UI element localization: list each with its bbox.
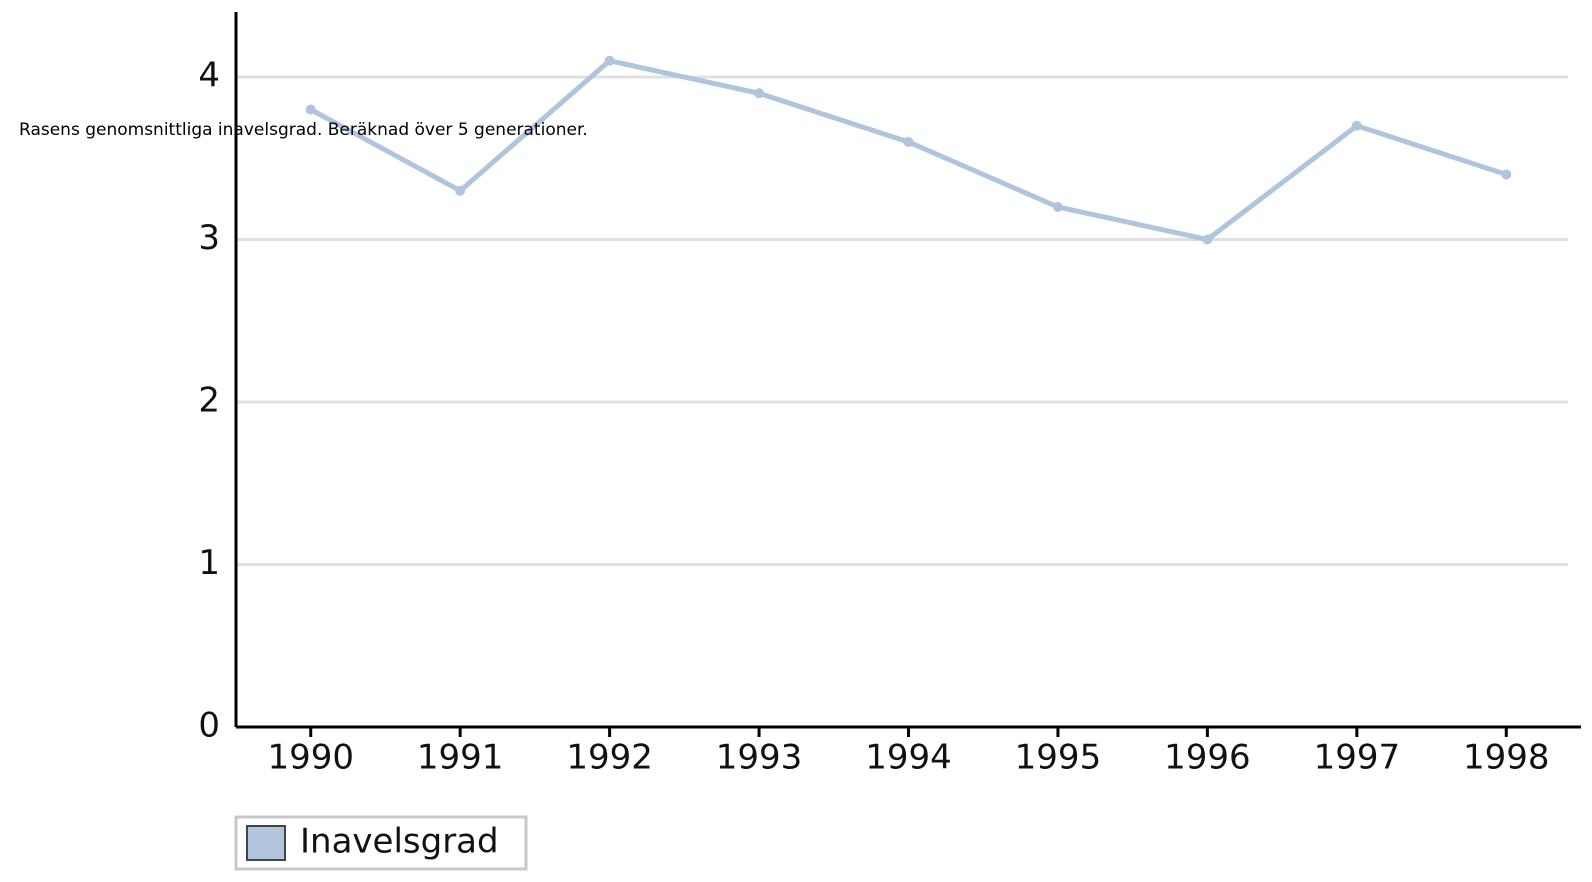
y-tick-label: 4: [198, 56, 220, 96]
point: [305, 104, 316, 115]
x-tick-label: 1997: [1314, 738, 1401, 778]
y-tick-label: 1: [198, 543, 220, 583]
x-tick-label: 1998: [1463, 738, 1550, 778]
x-tick-label: 1995: [1015, 738, 1102, 778]
legend-swatch: [246, 825, 286, 861]
legend-label: Inavelsgrad: [300, 822, 499, 862]
point: [754, 88, 765, 99]
grid: [236, 75, 1568, 729]
x-tick-label: 1993: [716, 738, 803, 778]
x-tick-label: 1996: [1164, 738, 1251, 778]
y-tick-label: 3: [198, 218, 220, 258]
x-tick-label: 1990: [267, 738, 354, 778]
point: [1202, 234, 1213, 245]
x-tick-label: 1991: [417, 738, 504, 778]
point: [604, 55, 615, 66]
y-tick-label: 0: [198, 706, 220, 746]
point: [1501, 169, 1512, 180]
y-tick-label: 2: [198, 381, 220, 421]
point: [1052, 202, 1063, 212]
x-tick-label: 1994: [865, 738, 952, 778]
point: [903, 137, 914, 147]
series-line: [309, 58, 1508, 243]
marks: [305, 55, 1512, 245]
point: [455, 185, 466, 196]
chart-title: Rasens genomsnittliga inavelsgrad. Beräk…: [19, 120, 588, 140]
point: [1351, 120, 1362, 131]
x-tick-label: 1992: [566, 738, 653, 778]
